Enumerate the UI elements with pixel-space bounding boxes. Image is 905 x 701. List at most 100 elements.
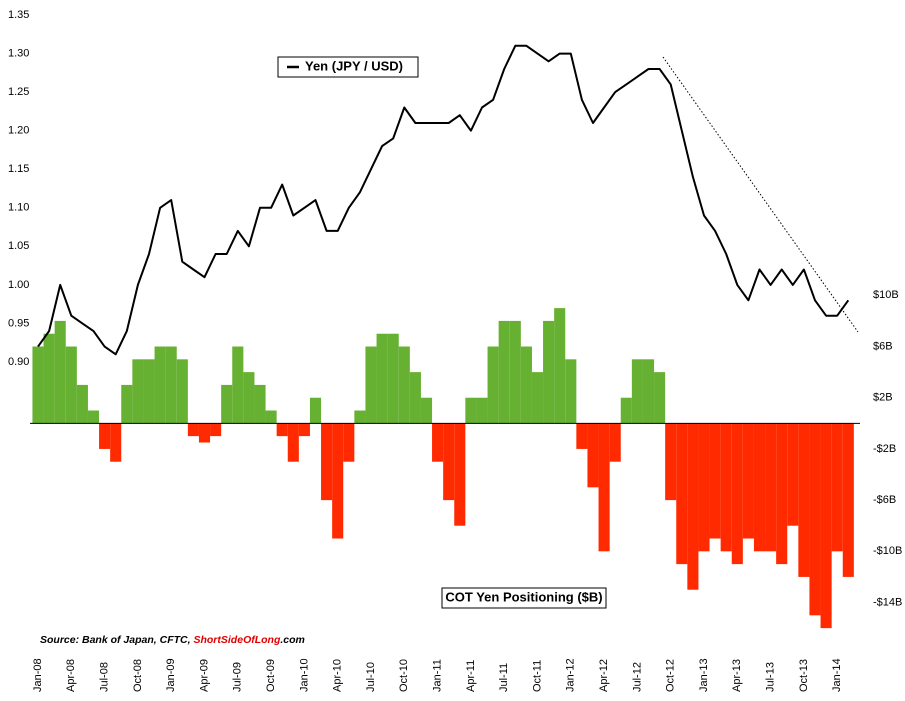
bar bbox=[765, 423, 777, 552]
x-tick-label: Oct-10 bbox=[398, 659, 410, 692]
bar bbox=[587, 423, 599, 488]
x-tick-label: Apr-09 bbox=[198, 659, 210, 692]
bar bbox=[687, 423, 699, 590]
bar bbox=[476, 397, 488, 424]
source-prefix: Source: Bank of Japan, CFTC, bbox=[40, 634, 193, 646]
bar bbox=[332, 423, 344, 539]
bar bbox=[387, 333, 399, 424]
bar bbox=[720, 423, 732, 552]
y-tick-label: 1.10 bbox=[8, 202, 29, 214]
bar bbox=[232, 346, 244, 424]
x-tick-label: Jul-10 bbox=[365, 662, 377, 692]
bar bbox=[210, 423, 222, 437]
y-tick-label: 1.15 bbox=[8, 163, 29, 175]
bar bbox=[398, 346, 410, 424]
bar bbox=[265, 410, 277, 424]
x-tick-label: Jul-11 bbox=[498, 663, 510, 692]
bar-label: COT Yen Positioning ($B) bbox=[445, 589, 602, 604]
bar bbox=[831, 423, 843, 552]
bar bbox=[809, 423, 821, 616]
y2-tick-label: -$6B bbox=[873, 494, 896, 506]
bar bbox=[631, 359, 643, 424]
bar bbox=[698, 423, 710, 552]
axes: 0.90 0.95 1.00 1.05 1.10 1.15 1.20 1.25 1.30 1.35… bbox=[8, 9, 902, 692]
bar bbox=[798, 423, 810, 577]
bar bbox=[565, 359, 577, 424]
x-tick-label: Jul-13 bbox=[765, 662, 777, 692]
bar bbox=[76, 384, 88, 424]
bar bbox=[576, 423, 588, 449]
bar bbox=[676, 423, 688, 565]
bar bbox=[520, 346, 532, 424]
bar bbox=[598, 423, 610, 552]
x-tick-label: Jul-09 bbox=[232, 662, 244, 692]
x-tick-label: Oct-09 bbox=[265, 659, 277, 692]
bar bbox=[221, 384, 233, 424]
y-tick-label: 1.20 bbox=[8, 125, 29, 137]
bar bbox=[420, 397, 433, 424]
y2-tick-label: $2B bbox=[873, 392, 893, 404]
bar bbox=[443, 423, 455, 501]
bar bbox=[276, 423, 288, 437]
x-tick-label: Apr-11 bbox=[465, 660, 477, 692]
bar bbox=[54, 320, 66, 424]
bar bbox=[665, 423, 677, 501]
x-tick-label: Oct-12 bbox=[665, 659, 677, 692]
source-brand: Side bbox=[221, 634, 243, 646]
bar bbox=[842, 423, 854, 577]
bar-label-box bbox=[441, 587, 607, 609]
bar bbox=[409, 372, 421, 424]
y-tick-label: 1.35 bbox=[8, 9, 29, 21]
yen-line bbox=[37, 44, 850, 356]
source-suffix: .com bbox=[280, 634, 305, 646]
trend-line bbox=[662, 56, 859, 333]
y-tick-label: 1.25 bbox=[8, 86, 29, 98]
bar bbox=[487, 346, 499, 424]
y-tick-label: 0.95 bbox=[8, 317, 29, 329]
bar bbox=[321, 423, 333, 501]
x-tick-label: Jan-14 bbox=[831, 658, 843, 692]
x-tick-label: Jan-08 bbox=[32, 658, 44, 692]
y-tick-label: 1.30 bbox=[8, 47, 29, 59]
x-tick-label: Apr-13 bbox=[731, 659, 743, 692]
bar bbox=[620, 397, 632, 424]
bar bbox=[132, 359, 144, 424]
x-tick-label: Jul-08 bbox=[99, 662, 111, 692]
y2-tick-label: -$10B bbox=[873, 545, 902, 557]
y-tick-label: 1.05 bbox=[8, 240, 29, 252]
bar bbox=[243, 372, 255, 424]
bar bbox=[110, 423, 122, 462]
bar bbox=[65, 346, 77, 424]
y-tick-label: 0.90 bbox=[8, 356, 29, 368]
bar bbox=[287, 423, 299, 462]
bar bbox=[642, 359, 655, 424]
bar bbox=[298, 423, 310, 437]
bar bbox=[498, 320, 510, 424]
x-tick-label: Apr-12 bbox=[598, 659, 610, 692]
y2-tick-label: -$14B bbox=[873, 596, 902, 608]
x-tick-label: Jan-13 bbox=[698, 658, 710, 692]
source-brand: Short bbox=[193, 634, 221, 646]
bar bbox=[609, 423, 621, 462]
bar bbox=[154, 346, 166, 424]
bar bbox=[99, 423, 111, 449]
bar bbox=[176, 359, 188, 424]
bar bbox=[776, 423, 788, 565]
bar bbox=[753, 423, 766, 552]
bar bbox=[143, 359, 155, 424]
y2-tick-label: $10B bbox=[873, 289, 899, 301]
bar bbox=[820, 423, 832, 629]
bar bbox=[543, 320, 555, 424]
bar bbox=[254, 384, 266, 424]
bar bbox=[742, 423, 754, 539]
x-tick-label: Jan-12 bbox=[565, 658, 577, 692]
bar bbox=[432, 423, 444, 462]
x-tick-label: Oct-11 bbox=[531, 660, 543, 692]
x-tick-label: Apr-08 bbox=[65, 659, 77, 692]
bars bbox=[32, 308, 854, 629]
x-tick-label: Oct-08 bbox=[132, 659, 144, 692]
source-brand: Of bbox=[243, 634, 256, 646]
legend-box bbox=[277, 56, 419, 78]
x-tick-label: Jan-10 bbox=[298, 658, 310, 692]
legend: Yen (JPY / USD) bbox=[277, 56, 419, 78]
